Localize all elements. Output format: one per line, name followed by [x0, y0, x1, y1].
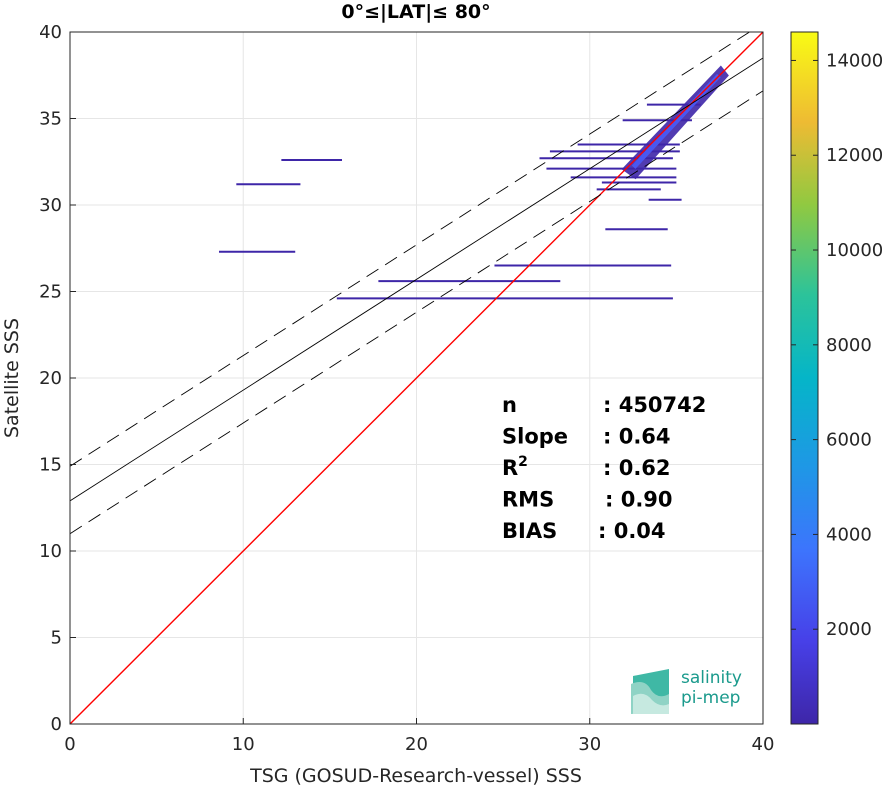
y-axis-ticks: 0 5 10 15 20 25 30 35 40 — [39, 22, 76, 735]
y-tick-label-2: 10 — [39, 541, 62, 562]
x-tick-label-1: 10 — [232, 734, 255, 755]
line-one-to-one — [69, 31, 764, 725]
logo: salinity pi-mep — [631, 668, 742, 714]
y-axis-label: Satellite SSS — [1, 318, 23, 438]
y-tick-label-8: 40 — [39, 22, 62, 43]
stat-value-4: : 0.04 — [598, 519, 666, 543]
y-tick-label-7: 35 — [39, 109, 62, 130]
x-tick-label-0: 0 — [64, 734, 75, 755]
colorbar-ticks: 2000 4000 6000 8000 10000 12000 14000 — [791, 50, 883, 640]
x-tick-label-3: 30 — [578, 734, 601, 755]
stat-value-3: : 0.90 — [605, 488, 673, 512]
stat-label-1: Slope — [502, 425, 568, 449]
colorbar-tick-label-0: 2000 — [826, 619, 872, 640]
y-tick-label-0: 0 — [51, 714, 62, 735]
colorbar-tick-label-2: 6000 — [826, 430, 872, 451]
line-upper-bound — [69, 31, 750, 467]
stat-value-1: : 0.64 — [603, 425, 671, 449]
colorbar-tick-label-3: 8000 — [826, 335, 872, 356]
y-tick-label-1: 5 — [51, 628, 62, 649]
colorbar — [790, 31, 819, 725]
x-tick-label-2: 20 — [405, 734, 428, 755]
logo-text-line2: pi-mep — [681, 688, 740, 708]
x-tick-label-4: 40 — [752, 734, 775, 755]
logo-text-line1: salinity — [681, 668, 742, 688]
x-axis-label: TSG (GOSUD-Research-vessel) SSS — [249, 765, 582, 787]
stat-label-sup-2: 2 — [518, 454, 528, 470]
logo-icon — [631, 669, 669, 714]
stat-label-0: n — [502, 393, 517, 417]
stat-value-2: : 0.62 — [603, 456, 671, 480]
stat-label-3: RMS — [502, 488, 554, 512]
y-tick-label-4: 20 — [39, 368, 62, 389]
colorbar-tick-label-4: 10000 — [826, 240, 883, 261]
line-regression — [69, 57, 764, 502]
colorbar-tick-label-1: 4000 — [826, 524, 872, 545]
y-tick-label-6: 30 — [39, 195, 62, 216]
stat-label-4: BIAS — [502, 519, 557, 543]
colorbar-tick-label-6: 14000 — [826, 50, 883, 71]
chart-title: 0°≤|LAT|≤ 80° — [341, 1, 490, 23]
x-axis-ticks: 0 10 20 30 40 — [64, 718, 774, 755]
y-tick-label-3: 15 — [39, 455, 62, 476]
stat-value-0: : 450742 — [603, 393, 706, 417]
colorbar-tick-label-5: 12000 — [826, 145, 883, 166]
reference-lines — [69, 31, 764, 725]
line-lower-bound — [69, 90, 764, 535]
y-tick-label-5: 25 — [39, 282, 62, 303]
